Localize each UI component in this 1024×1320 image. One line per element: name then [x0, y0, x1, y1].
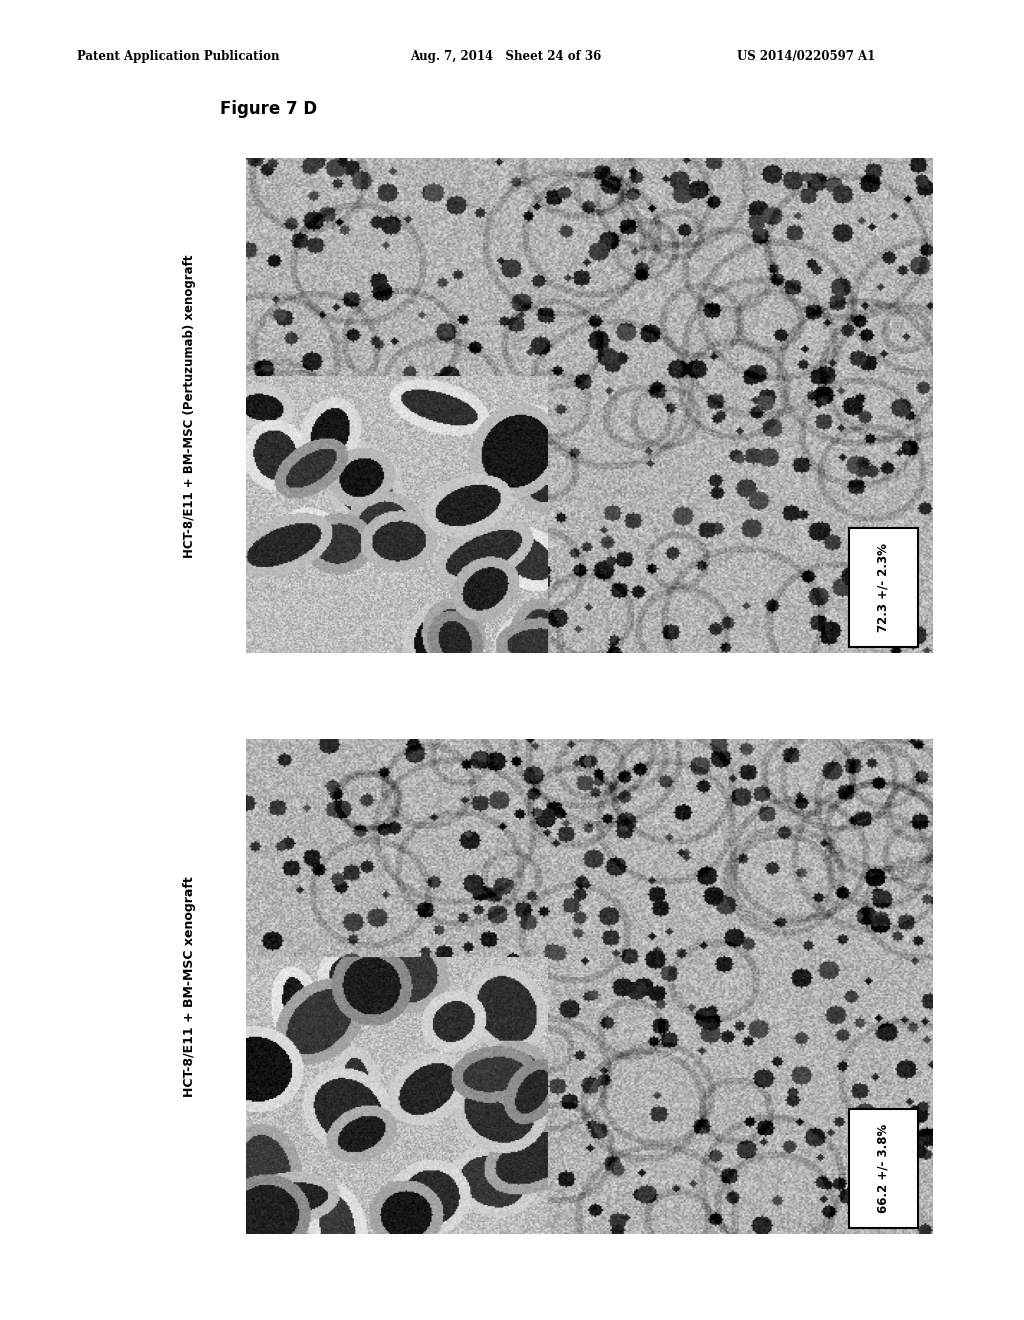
- Text: Aug. 7, 2014   Sheet 24 of 36: Aug. 7, 2014 Sheet 24 of 36: [410, 50, 601, 63]
- Text: Patent Application Publication: Patent Application Publication: [77, 50, 280, 63]
- Text: HCT-8/E11 + BM-MSC (Pertuzumab) xenograft: HCT-8/E11 + BM-MSC (Pertuzumab) xenograf…: [183, 255, 196, 557]
- Text: HCT-8/E11 + BM-MSC xenograft: HCT-8/E11 + BM-MSC xenograft: [183, 876, 196, 1097]
- Text: US 2014/0220597 A1: US 2014/0220597 A1: [737, 50, 876, 63]
- Text: Figure 7 D: Figure 7 D: [220, 100, 317, 119]
- Text: 66.2 +/- 3.8%: 66.2 +/- 3.8%: [877, 1123, 890, 1213]
- Text: 72.3 +/- 2.3%: 72.3 +/- 2.3%: [877, 543, 890, 632]
